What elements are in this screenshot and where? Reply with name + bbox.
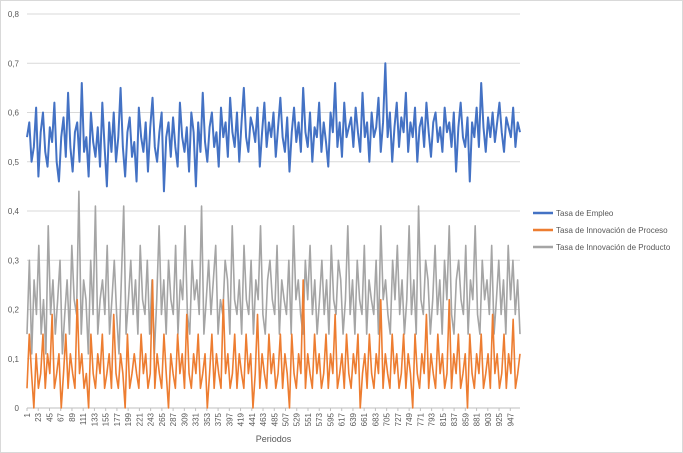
- y-tick-label: 0,1: [8, 355, 20, 364]
- y-axis: 0 0,1 0,2 0,3 0,4 0,5 0,6 0,7 0,8: [8, 10, 20, 413]
- series-line-proceso: [26, 279, 521, 409]
- y-tick-label: 0,2: [8, 306, 20, 315]
- series-line-producto: [26, 190, 521, 355]
- x-tick-label: 837: [450, 412, 459, 426]
- x-tick-label: 89: [68, 412, 77, 421]
- y-tick-label: 0,6: [8, 109, 20, 118]
- x-tick-label: 67: [57, 412, 66, 421]
- x-tick-label: 573: [315, 412, 324, 426]
- x-tick-label: 617: [338, 412, 347, 426]
- x-tick-label: 749: [405, 412, 414, 426]
- y-tick-label: 0,5: [8, 158, 20, 167]
- x-tick-label: 441: [248, 412, 257, 426]
- legend-item-producto: Tasa de Innovación de Producto: [533, 243, 671, 252]
- x-axis-title: Periodos: [256, 434, 292, 444]
- x-tick-label: 683: [371, 412, 380, 426]
- series-line-empleo: [26, 62, 521, 193]
- x-tick-label: 155: [102, 412, 111, 426]
- x-tick-label: 375: [214, 412, 223, 426]
- x-tick-label: 925: [495, 412, 504, 426]
- x-tick-label: 419: [237, 412, 246, 426]
- legend: Tasa de Empleo Tasa de Innovación de Proc…: [533, 209, 671, 252]
- x-tick-label: 23: [34, 412, 43, 421]
- x-tick-label: 1: [23, 412, 32, 417]
- x-tick-label: 551: [304, 412, 313, 426]
- x-tick-label: 331: [192, 412, 201, 426]
- x-tick-label: 859: [461, 412, 470, 426]
- legend-label: Tasa de Innovación de Proceso: [556, 226, 668, 235]
- x-tick-label: 177: [113, 412, 122, 426]
- x-tick-label: 881: [473, 412, 482, 426]
- x-tick-label: 771: [416, 412, 425, 426]
- x-tick-label: 309: [180, 412, 189, 426]
- x-tick-label: 529: [293, 412, 302, 426]
- legend-item-proceso: Tasa de Innovación de Proceso: [533, 226, 668, 235]
- x-tick-label: 463: [259, 412, 268, 426]
- series-lines: [26, 62, 521, 409]
- x-tick-label: 705: [383, 412, 392, 426]
- x-tick-label: 221: [135, 412, 144, 426]
- x-tick-label: 903: [484, 412, 493, 426]
- y-tick-label: 0,7: [8, 59, 20, 68]
- x-tick-label: 595: [326, 412, 335, 426]
- x-tick-label: 815: [439, 412, 448, 426]
- x-tick-label: 661: [360, 412, 369, 426]
- x-axis: 1 23 45 67 89 111 133 155 177 199 221 243 265 287 309 3…: [23, 407, 520, 426]
- x-tick-label: 793: [428, 412, 437, 426]
- x-tick-label: 507: [282, 412, 291, 426]
- x-tick-label: 243: [147, 412, 156, 426]
- y-tick-label: 0,8: [8, 10, 20, 19]
- y-tick-label: 0,4: [8, 207, 20, 216]
- x-tick-label: 727: [394, 412, 403, 426]
- legend-item-empleo: Tasa de Empleo: [533, 209, 614, 218]
- x-tick-label: 45: [45, 412, 54, 421]
- x-tick-label: 485: [270, 412, 279, 426]
- legend-label: Tasa de Innovación de Producto: [556, 243, 671, 252]
- x-tick-label: 287: [169, 412, 178, 426]
- x-tick-label: 947: [506, 412, 515, 426]
- legend-label: Tasa de Empleo: [556, 209, 614, 218]
- x-tick-label: 353: [203, 412, 212, 426]
- y-tick-label: 0,3: [8, 256, 20, 265]
- x-tick-label: 639: [349, 412, 358, 426]
- x-tick-label: 199: [124, 412, 133, 426]
- x-tick-label: 265: [158, 412, 167, 426]
- x-tick-label: 111: [79, 412, 88, 425]
- x-tick-label: 133: [90, 412, 99, 426]
- x-tick-label: 397: [225, 412, 234, 426]
- y-tick-label: 0: [15, 404, 20, 413]
